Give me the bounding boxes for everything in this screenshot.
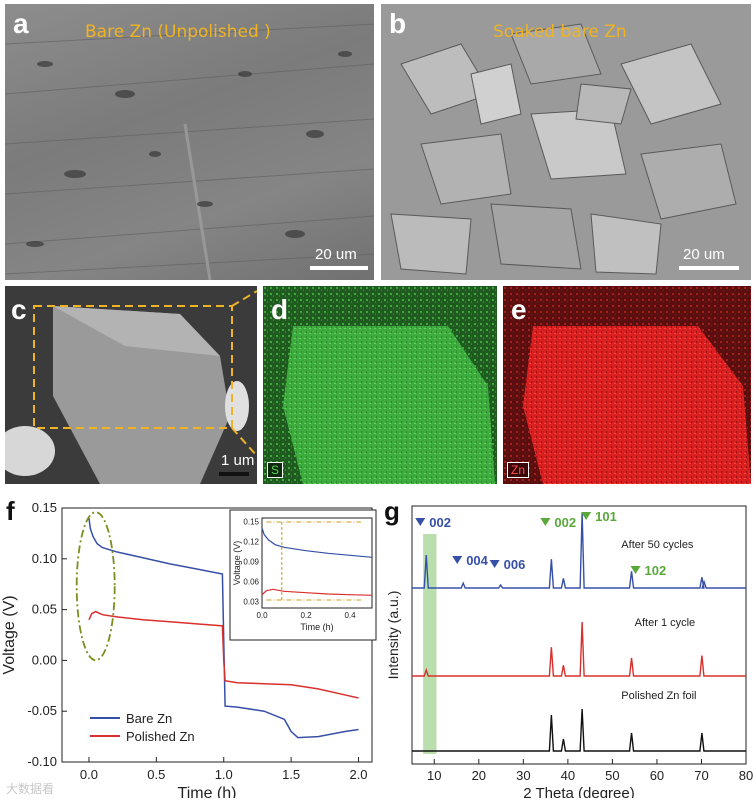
voltage-chart: f 0.0 0.5 1.0 1.5 2.0 -0.10 -0.05 0.00 0.05 0.10 0… <box>1 496 377 798</box>
panel-caption-a: Bare Zn (Unpolished ) <box>85 22 271 42</box>
inset-frame <box>261 517 373 609</box>
peak-annotation: 002 <box>554 515 576 530</box>
scale-label-c: 1 um <box>221 452 255 469</box>
peak-annotation: 006 <box>504 557 526 572</box>
zinc-map <box>503 286 751 484</box>
highlight-band <box>423 534 437 754</box>
x-tick-label: 2.0 <box>349 767 367 782</box>
x-tick-label: 70 <box>694 768 708 783</box>
x-tick-label: 10 <box>427 768 441 783</box>
y-tick-label: -0.05 <box>27 703 57 718</box>
sem-panel-c: c 1 um <box>5 286 257 484</box>
inset-series-line <box>261 588 373 596</box>
xrd-pattern <box>412 512 746 589</box>
x-tick-label: 50 <box>605 768 619 783</box>
peak-marker-icon <box>452 556 463 564</box>
zn-flake-image <box>5 290 257 484</box>
legend-entry: Bare Zn <box>126 711 172 726</box>
x-axis-label: 2 Theta (degree) <box>523 785 634 798</box>
pattern-label: After 50 cycles <box>621 539 694 551</box>
panel-letter-e: e <box>511 294 527 325</box>
x-tick-label: 60 <box>650 768 664 783</box>
panel-letter-d: d <box>271 294 289 325</box>
sem-panel-b: b Soaked bare Zn 20 um <box>381 4 751 280</box>
plot-frame <box>411 505 747 765</box>
inset-y-axis-label: Voltage (V) <box>232 541 242 586</box>
inset-y-tick-label: 0.06 <box>243 577 259 586</box>
y-axis-label: Voltage (V) <box>1 595 18 674</box>
inset-x-tick-label: 0.0 <box>256 611 268 620</box>
x-tick-label: 0.0 <box>80 767 98 782</box>
inset-series-line <box>261 527 373 558</box>
peak-marker-icon <box>489 560 500 568</box>
y-tick-label: -0.10 <box>27 754 57 769</box>
peak-marker-icon <box>540 518 551 526</box>
pattern-label: After 1 cycle <box>635 617 696 629</box>
panel-caption-b: Soaked bare Zn <box>493 22 627 42</box>
inset-y-tick-label: 0.15 <box>243 517 259 526</box>
watermark: 大数据看 <box>6 782 55 796</box>
peak-annotation: 102 <box>645 563 667 578</box>
panel-letter-a: a <box>13 8 29 39</box>
sem-texture-b <box>390 23 737 275</box>
peak-annotation: 002 <box>429 515 451 530</box>
panel-letter-g: g <box>384 496 400 526</box>
peak-marker-icon <box>415 518 426 526</box>
inset-x-tick-label: 0.2 <box>300 611 312 620</box>
peak-marker-icon <box>581 512 592 520</box>
x-tick-label: 40 <box>561 768 575 783</box>
pattern-label: Polished Zn foil <box>621 690 696 702</box>
scale-label-a: 20 um <box>315 246 357 263</box>
series-line <box>88 610 359 699</box>
y-axis-label: Intensity (a.u.) <box>385 591 401 680</box>
x-tick-label: 30 <box>516 768 530 783</box>
x-tick-label: 20 <box>472 768 486 783</box>
sem-panel-a: a Bare Zn (Unpolished ) 20 um <box>5 4 374 280</box>
highlight-ellipse <box>75 511 116 662</box>
scale-bar-c <box>219 472 249 476</box>
eds-panel-d: d S <box>263 286 497 484</box>
peak-annotation: 101 <box>595 509 617 524</box>
peak-annotation: 004 <box>466 553 488 568</box>
xrd-chart: g 10 20 30 40 50 60 70 80 2 Theta (degree) Intens… <box>384 496 753 798</box>
eds-panel-e: e Zn <box>503 286 751 484</box>
inset-x-axis-label: Time (h) <box>300 622 333 632</box>
inset-y-tick-label: 0.03 <box>243 597 259 606</box>
element-label-zn: Zn <box>507 462 530 478</box>
legend-entry: Polished Zn <box>126 729 195 744</box>
xrd-pattern <box>412 621 746 677</box>
x-tick-label: 0.5 <box>147 767 165 782</box>
x-tick-label: 1.5 <box>282 767 300 782</box>
element-label-s: S <box>267 462 284 478</box>
y-tick-label: 0.15 <box>32 500 57 515</box>
y-tick-label: 0.05 <box>32 602 57 617</box>
series-line <box>88 518 359 739</box>
x-tick-label: 80 <box>739 768 753 783</box>
inset-x-tick-label: 0.4 <box>344 611 356 620</box>
scale-bar-b <box>679 266 739 270</box>
y-tick-label: 0.10 <box>32 551 57 566</box>
panel-letter-f: f <box>6 496 15 526</box>
peak-marker-icon <box>630 566 641 574</box>
inset-background <box>229 509 377 641</box>
scale-label-b: 20 um <box>683 246 725 263</box>
inset-y-tick-label: 0.09 <box>243 557 259 566</box>
x-tick-label: 1.0 <box>215 767 233 782</box>
sem-texture-a <box>5 23 374 280</box>
panel-letter-c: c <box>11 294 27 325</box>
y-tick-label: 0.00 <box>32 652 57 667</box>
xrd-pattern <box>412 708 746 752</box>
inset-y-tick-label: 0.12 <box>243 537 259 546</box>
x-axis-label: Time (h) <box>178 785 237 798</box>
sulfur-map <box>263 286 497 484</box>
scale-bar-a <box>310 266 368 270</box>
panel-letter-b: b <box>389 8 407 39</box>
